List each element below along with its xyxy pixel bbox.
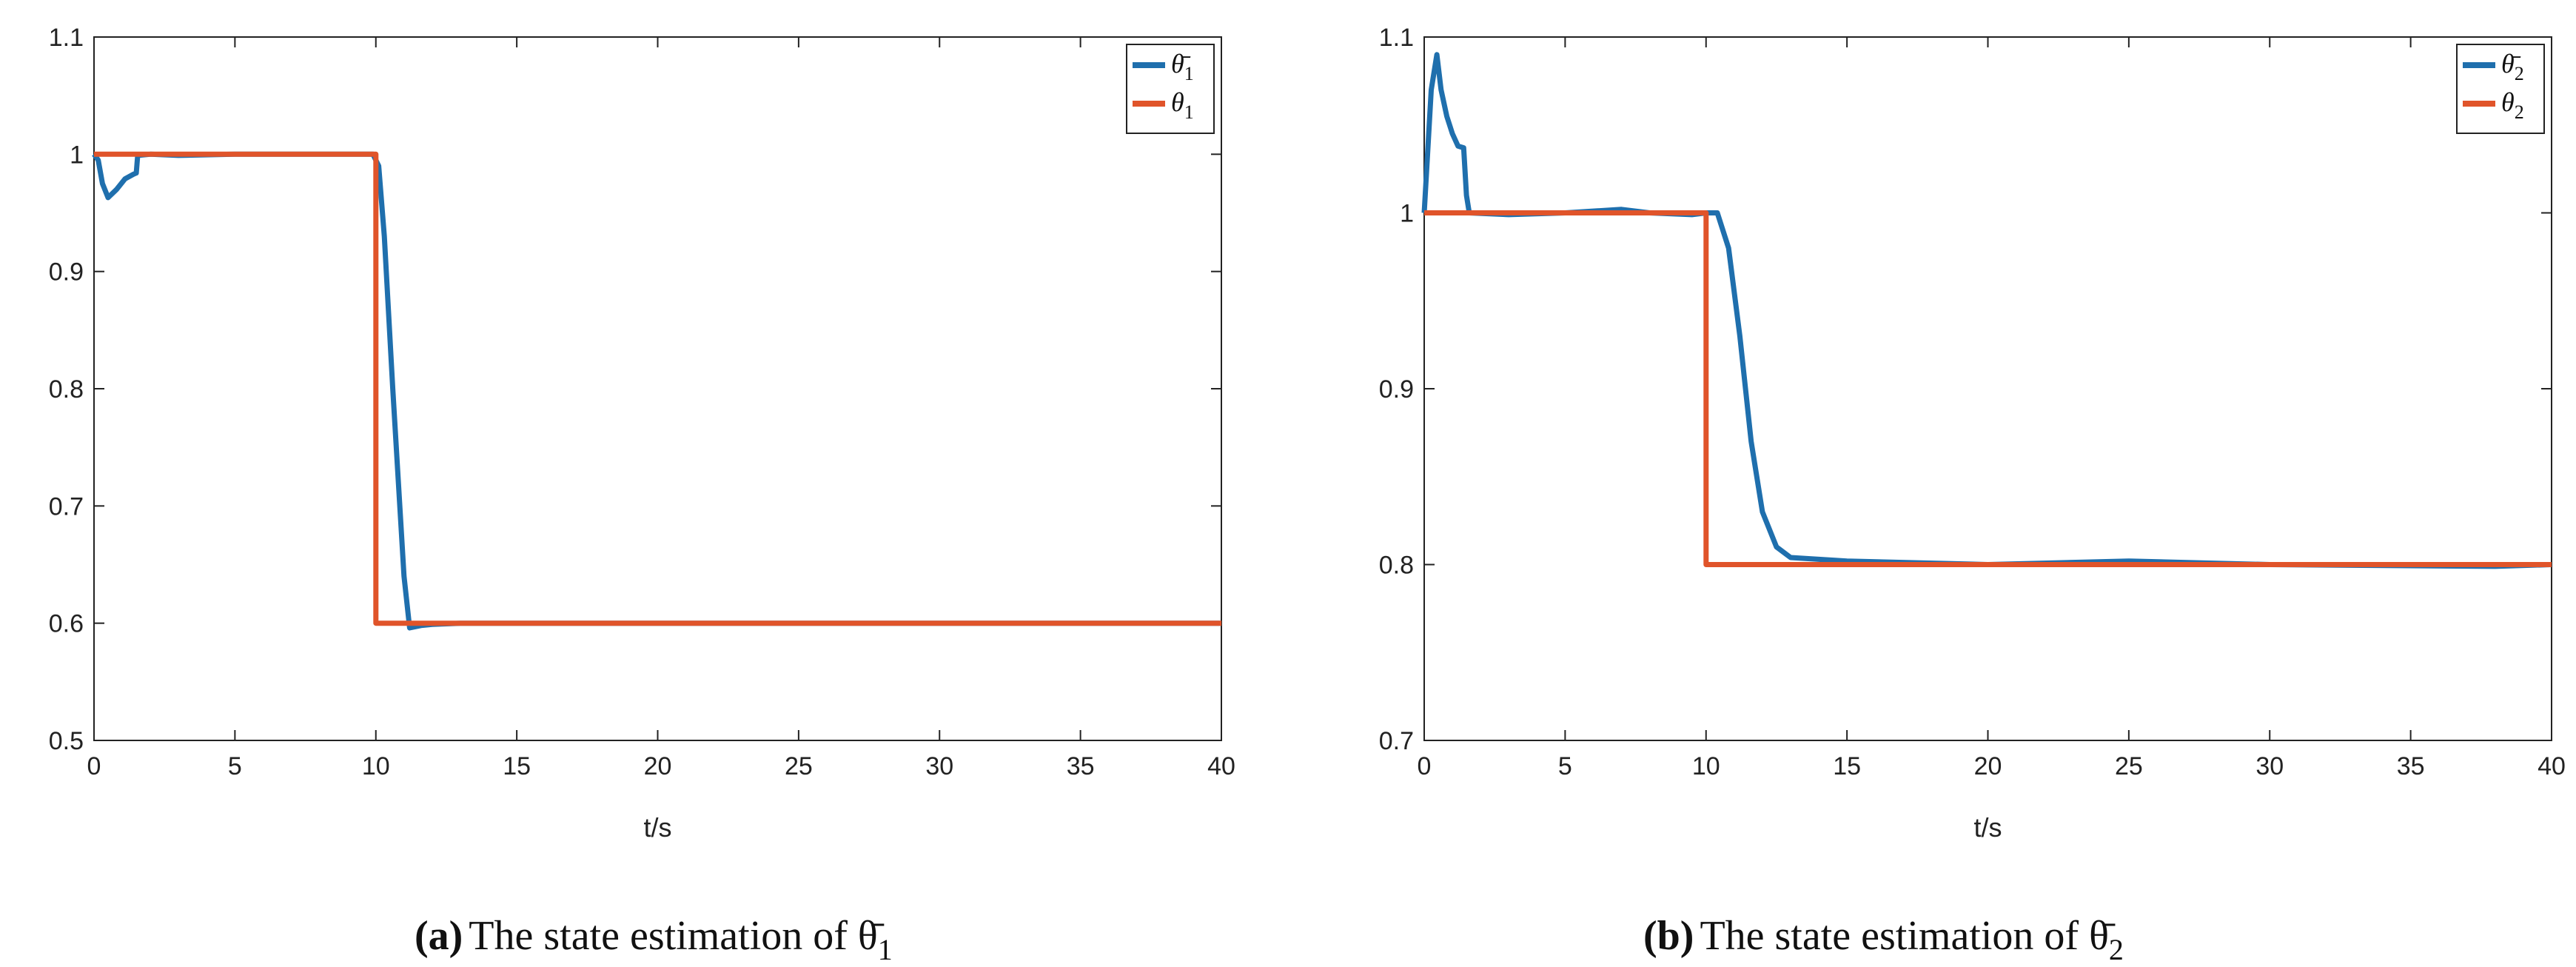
legend-box (1126, 44, 1215, 134)
legend-box (2456, 44, 2545, 134)
series-line-0 (1421, 52, 2552, 569)
axes-box (93, 36, 1222, 741)
y-tick-label: 1 (70, 141, 84, 169)
x-tick-label: 20 (1974, 752, 2002, 780)
x-tick-label: 40 (1207, 752, 1235, 780)
y-tick-label: 0.7 (49, 492, 84, 521)
x-tick-label: 35 (2397, 752, 2425, 780)
y-tick-label: 1.1 (1379, 24, 1414, 52)
x-axis-label: t/s (1973, 812, 2002, 843)
x-tick-label: 0 (87, 752, 101, 780)
series-line-1 (94, 151, 1221, 626)
legend-label-0: θ̄1 (1171, 49, 1194, 84)
y-tick-label: 0.8 (49, 375, 84, 404)
x-tick-label: 10 (1692, 752, 1720, 780)
y-tick-label: 1.1 (49, 24, 84, 52)
legend-label-1: θ2 (2501, 87, 2524, 123)
series-line-1 (1424, 210, 2552, 567)
x-tick-label: 40 (2538, 752, 2566, 780)
panel-caption: (b) The state estimation of θ̄2 (1643, 913, 2124, 966)
x-axis-label: t/s (643, 812, 671, 843)
x-tick-label: 30 (2255, 752, 2284, 780)
x-tick-label: 25 (2115, 752, 2143, 780)
y-tick-label: 0.8 (1379, 552, 1414, 580)
legend-label-1: θ1 (1171, 87, 1194, 123)
y-tick-label: 0.7 (1379, 727, 1414, 755)
y-tick-label: 0.9 (1379, 375, 1414, 404)
x-tick-label: 0 (1418, 752, 1432, 780)
x-tick-label: 20 (644, 752, 672, 780)
x-tick-label: 5 (228, 752, 242, 780)
x-tick-label: 35 (1067, 752, 1095, 780)
x-tick-label: 15 (1833, 752, 1861, 780)
x-tick-label: 5 (1558, 752, 1572, 780)
panel-a: 0 5 10 15 20 25 30 35 40 0.5 0.6 0.7 0.8 0.9 1 1.1 t/s θ̄… (49, 24, 1235, 966)
y-tick-label: 0.5 (49, 727, 84, 755)
y-tick-label: 0.9 (49, 258, 84, 287)
x-tick-label: 10 (362, 752, 390, 780)
x-tick-label: 25 (785, 752, 813, 780)
axes-box (1423, 36, 2552, 741)
x-tick-label: 15 (503, 752, 531, 780)
y-tick-label: 0.6 (49, 610, 84, 638)
panel-caption: (a) The state estimation of θ̄1 (415, 913, 893, 966)
x-tick-label: 30 (925, 752, 953, 780)
panel-b: 0 5 10 15 20 25 30 35 400.70.80.911.1t/sθ̄2θ2(b)… (1379, 24, 2566, 966)
series-line-0 (92, 151, 1221, 631)
y-tick-label: 1 (1400, 200, 1414, 228)
